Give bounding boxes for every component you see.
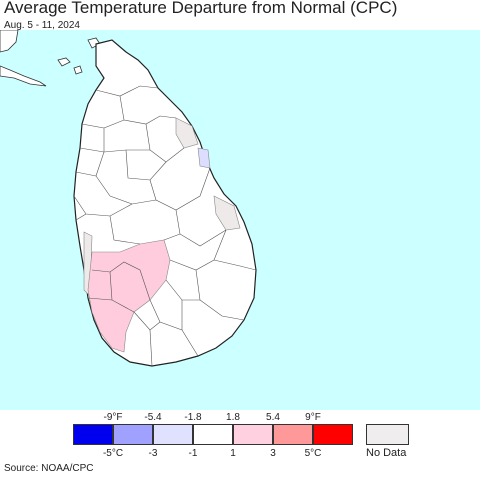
legend-f-tick: -1.8 [184, 412, 202, 423]
legend-swatch [313, 424, 353, 445]
legend-c-tick: -3 [148, 448, 158, 459]
island [73, 65, 83, 75]
map-area [0, 30, 480, 410]
legend-no-data-label: No Data [366, 447, 407, 459]
india-coast [0, 30, 19, 53]
legend-f-tick: 1.8 [226, 412, 240, 423]
legend-f-tick: -9°F [103, 412, 123, 423]
no-data-region [213, 195, 241, 231]
india-peninsula-tip [0, 65, 47, 87]
legend-c-tick: 5°C [304, 448, 322, 459]
island [57, 57, 71, 67]
legend: -9°F -5.4 -1.8 1.8 5.4 9°F -5°C -3 -1 1 … [0, 410, 480, 460]
cool-anomaly-region [197, 147, 211, 169]
no-data-region [175, 117, 199, 149]
legend-swatch [73, 424, 113, 445]
legend-f-tick: 9°F [305, 412, 321, 423]
legend-c-tick: -5°C [102, 448, 124, 459]
legend-f-tick: -5.4 [144, 412, 162, 423]
legend-c-tick: -1 [188, 448, 198, 459]
legend-c-tick: 3 [270, 448, 276, 459]
sri-lanka-map [0, 30, 480, 410]
legend-no-data-swatch [366, 424, 409, 445]
legend-swatch [193, 424, 233, 445]
legend-swatch [113, 424, 153, 445]
legend-swatch [153, 424, 193, 445]
map-subtitle: Aug. 5 - 11, 2024 [4, 20, 80, 31]
district-boundaries [73, 85, 257, 367]
source-credit: Source: NOAA/CPC [4, 463, 94, 474]
map-title: Average Temperature Departure from Norma… [4, 0, 398, 17]
legend-swatch [273, 424, 313, 445]
legend-swatch [233, 424, 273, 445]
legend-c-tick: 1 [230, 448, 236, 459]
legend-f-tick: 5.4 [266, 412, 280, 423]
